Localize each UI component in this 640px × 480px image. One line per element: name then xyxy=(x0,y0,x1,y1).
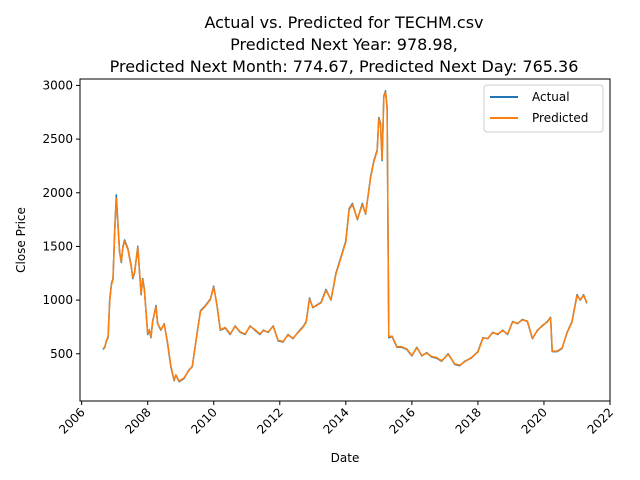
x-tick-label: 2014 xyxy=(320,405,351,436)
y-tick-label: 1500 xyxy=(42,239,73,253)
series-line-actual xyxy=(102,90,588,383)
x-tick-label: 2010 xyxy=(188,405,219,436)
y-axis: 500 1000 1500 2000 2500 3000 xyxy=(42,78,80,361)
chart-title-line-3: Predicted Next Month: 774.67, Predicted … xyxy=(110,57,579,76)
x-tick-label: 2012 xyxy=(254,405,285,436)
y-tick-label: 1000 xyxy=(42,293,73,307)
y-tick-label: 500 xyxy=(50,347,73,361)
x-tick-label: 2008 xyxy=(122,405,153,436)
x-axis: 2006 2008 2010 2012 2014 2016 2018 2020 2022 xyxy=(56,401,616,437)
x-tick-label: 2016 xyxy=(386,405,417,436)
y-axis-label: Close Price xyxy=(14,207,28,273)
chart-title-line-2: Predicted Next Year: 978.98, xyxy=(230,35,458,54)
x-tick-label: 2022 xyxy=(585,405,616,436)
chart-title-line-1: Actual vs. Predicted for TECHM.csv xyxy=(204,13,483,32)
x-tick-label: 2018 xyxy=(453,405,484,436)
x-tick-label: 2006 xyxy=(56,405,87,436)
y-tick-label: 2500 xyxy=(42,132,73,146)
legend-predicted-label: Predicted xyxy=(532,111,588,125)
plot-lines xyxy=(102,90,588,383)
x-tick-label: 2020 xyxy=(519,405,550,436)
y-tick-label: 2000 xyxy=(42,186,73,200)
y-tick-label: 3000 xyxy=(42,78,73,92)
legend-actual-label: Actual xyxy=(532,90,570,104)
legend: Actual Predicted xyxy=(483,84,604,133)
series-line-predicted xyxy=(102,91,588,382)
x-axis-label: Date xyxy=(331,451,360,465)
plot-frame xyxy=(79,78,611,402)
